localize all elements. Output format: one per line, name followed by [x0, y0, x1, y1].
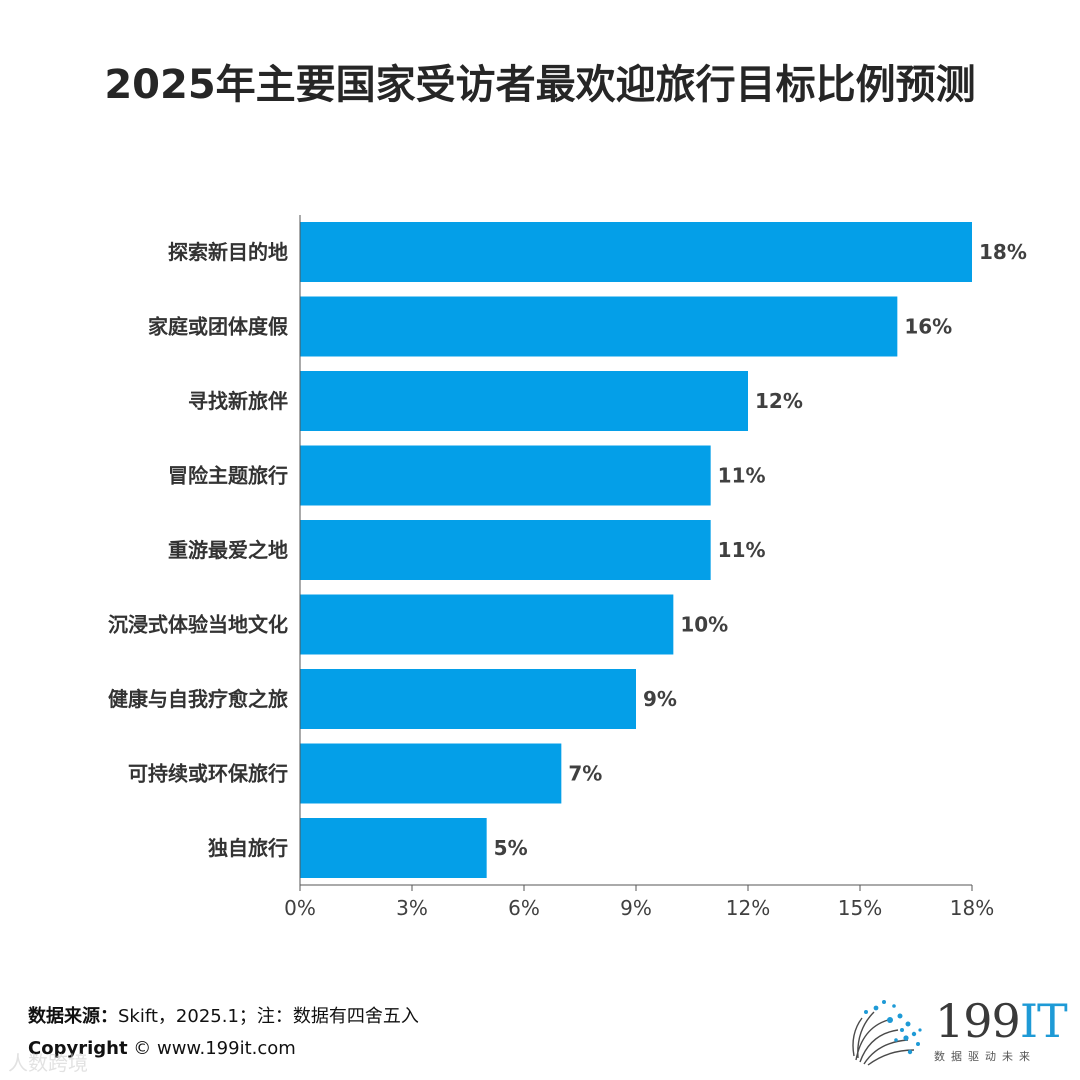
x-tick-label: 3%: [396, 896, 428, 920]
value-label: 5%: [494, 836, 528, 860]
logo-icon: [852, 1000, 922, 1066]
category-label: 独自旅行: [208, 836, 288, 860]
value-label: 11%: [718, 464, 766, 488]
bars-group: [300, 222, 972, 878]
source-text: Skift，2025.1；注：数据有四舍五入: [118, 1006, 419, 1027]
value-label: 11%: [718, 538, 766, 562]
value-label: 9%: [643, 687, 677, 711]
value-labels-group: 18% 16% 12% 11% 11% 10% 9% 7% 5%: [494, 240, 1027, 860]
logo-digits: 199: [935, 994, 1021, 1048]
bar: [300, 222, 972, 282]
bar: [300, 371, 748, 431]
bar: [300, 818, 487, 878]
category-label: 可持续或环保旅行: [128, 762, 288, 786]
logo-letters: IT: [1019, 994, 1068, 1048]
bar: [300, 296, 898, 357]
copyright-label: Copyright: [28, 1038, 128, 1059]
logo-tagline: 数据驱动未来: [934, 1050, 1036, 1063]
category-label: 沉浸式体验当地文化: [108, 613, 288, 637]
axes-group: 0% 3% 6% 9% 12% 15% 18%: [284, 215, 994, 920]
x-tick-label: 6%: [508, 896, 540, 920]
value-label: 16%: [904, 315, 952, 339]
value-label: 10%: [680, 613, 728, 637]
category-label: 家庭或团体度假: [148, 315, 289, 339]
category-label: 重游最爱之地: [168, 538, 288, 562]
bar: [300, 669, 636, 729]
bar-chart: 探索新目的地家庭或团体度假寻找新旅伴冒险主题旅行重游最爱之地沉浸式体验当地文化健…: [108, 215, 1027, 920]
x-tick-label: 15%: [838, 896, 882, 920]
category-label: 寻找新旅伴: [188, 389, 288, 413]
chart-title: 2025年主要国家受访者最欢迎旅行目标比例预测: [104, 62, 976, 108]
value-label: 12%: [755, 389, 803, 413]
copyright-note: Copyright © www.199it.com: [28, 1038, 296, 1059]
bar: [300, 520, 711, 580]
x-tick-label: 12%: [726, 896, 770, 920]
category-label: 探索新目的地: [168, 240, 288, 264]
source-note: 数据来源：Skift，2025.1；注：数据有四舍五入: [28, 1002, 419, 1028]
bar: [300, 743, 562, 804]
category-label: 冒险主题旅行: [168, 464, 288, 488]
watermark: 人数跨境: [8, 1051, 88, 1075]
x-tick-label: 18%: [950, 896, 994, 920]
bar: [300, 445, 711, 506]
value-label: 7%: [568, 762, 602, 786]
x-tick-label: 0%: [284, 896, 316, 920]
value-label: 18%: [979, 240, 1027, 264]
copyright-text: © www.199it.com: [127, 1038, 296, 1059]
logo-wordmark: 199IT: [935, 994, 1068, 1048]
category-label: 健康与自我疗愈之旅: [108, 687, 288, 711]
category-labels-group: 探索新目的地家庭或团体度假寻找新旅伴冒险主题旅行重游最爱之地沉浸式体验当地文化健…: [108, 240, 289, 860]
x-tick-label: 9%: [620, 896, 652, 920]
bar: [300, 594, 674, 655]
source-label: 数据来源：: [28, 1006, 118, 1027]
